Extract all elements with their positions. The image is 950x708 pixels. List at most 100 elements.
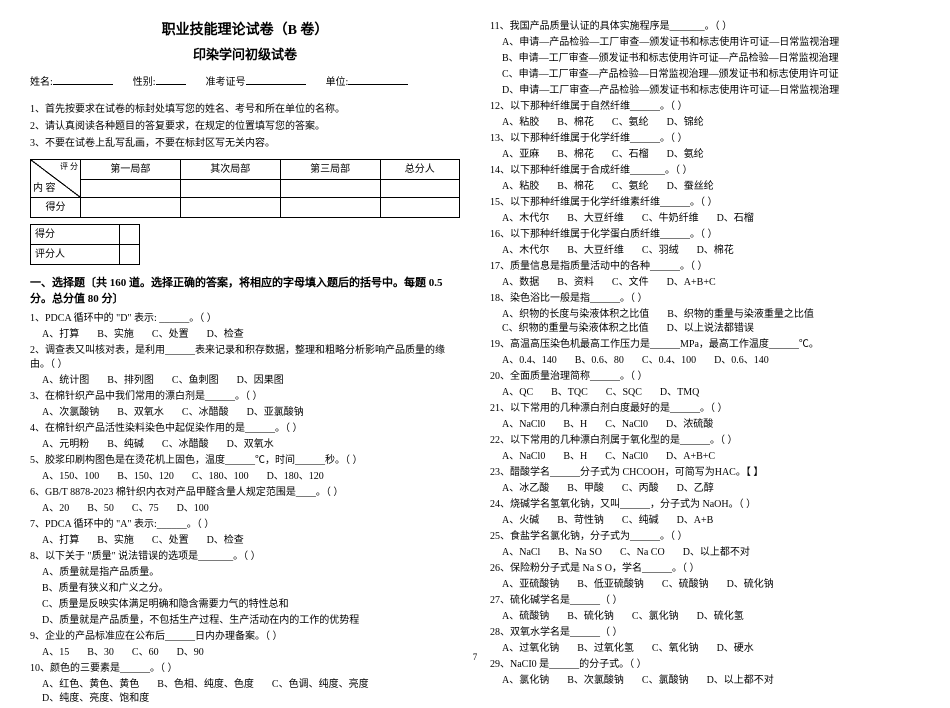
option: B、棉花 [557,180,594,194]
options-row: A、红色、黄色、黄色B、色相、纯度、色度C、色调、纯度、亮度D、纯度、亮度、饱和… [30,678,460,706]
option: B、H [563,450,587,464]
option: C、氧化钠 [652,642,699,656]
option: D、纯度、亮度、饱和度 [42,692,149,706]
option: B、低亚硫酸钠 [577,578,644,592]
option: B、申请—工厂审查—颁发证书和标志使用许可证—产品检验—日常监视治理 [490,52,920,66]
option: B、棉花 [557,116,594,130]
option: A、20 [42,502,69,516]
options-row: A、过氧化钠B、过氧化氢C、氧化钠D、硬水 [490,642,920,656]
option: C、硫酸钠 [662,578,709,592]
option: A、申请—产品检验—工厂审查—颁发证书和标志使用许可证—日常监视治理 [490,36,920,50]
options-row: A、硫酸钠B、硫化钠C、氯化钠D、硫化氢 [490,610,920,624]
instruction-2: 2、请认真阅读各种题目的答复要求，在规定的位置填写您的答案。 [30,119,460,134]
options-row: A、亚硫酸钠B、低亚硫酸钠C、硫酸钠D、硫化钠 [490,578,920,592]
option: B、大豆纤维 [567,244,624,258]
option: B、H [563,418,587,432]
options-row: A、冰乙酸B、甲酸C、丙酸D、乙醇 [490,482,920,496]
small-grader: 评分人 [31,244,120,264]
question-1: 1、PDCA 循环中的 "D" 表示: ______。（ ） [30,312,460,326]
option: C、0.4、100 [642,354,696,368]
option: D、100 [177,502,209,516]
question-18: 18、染色浴比一般是指______。（ ） [490,292,920,306]
option: D、因果图 [237,374,284,388]
options-row: A、织物的长度与染液体积之比值B、织物的重量与染液重量之比值C、织物的重量与染液… [490,308,920,336]
question-5: 5、胶浆印刷构图色是在烫花机上固色，温度______℃，时间______秒。（ … [30,454,460,468]
option: B、双氧水 [117,406,164,420]
options-row: A、150、100B、150、120C、180、100D、180、120 [30,470,460,484]
option: C、织物的重量与染液体积之比值 [502,322,649,336]
option: D、TMQ [660,386,699,400]
option: B、过氧化氢 [577,642,634,656]
option: A、红色、黄色、黄色 [42,678,139,692]
option: C、60 [132,646,159,660]
option: D、90 [177,646,204,660]
meta-row: 姓名: 性别: 准考证号 单位: [30,75,460,90]
options-row: A、打算B、实施C、处置D、检查 [30,534,460,548]
option: C、NaCl0 [605,450,648,464]
option: C、羽绒 [642,244,679,258]
page-number: 7 [473,651,478,665]
option: C、氨纶 [612,116,649,130]
option: C、NaCl0 [605,418,648,432]
question-15: 15、以下那种纤维属于化学纤维素纤维______。（ ） [490,196,920,210]
question-17: 17、质量信息是指质量活动中的各种______。（ ） [490,260,920,274]
question-24: 24、烧碱学名氢氧化钠，又叫______，分子式为 NaOH。（ ） [490,498,920,512]
option: A、粘胶 [502,116,539,130]
col-total: 总分人 [380,159,459,179]
option: D、质量就是产品质量，不包括生产过程、生产活动在内的工作的优势程 [30,614,460,628]
option: A、火碱 [502,514,539,528]
option: A、打算 [42,534,79,548]
option: C、石榴 [612,148,649,162]
options-row: A、NaCl0B、HC、NaCl0D、浓硫酸 [490,418,920,432]
name-label: 姓名: [30,77,53,88]
option: B、150、120 [117,470,174,484]
question-19: 19、高温高压染色机最高工作压力是______MPa，最高工作温度______℃… [490,338,920,352]
question-21: 21、以下常用的几种漂白剂白度最好的是______。（ ） [490,402,920,416]
option: A、打算 [42,328,79,342]
option: B、次氯酸钠 [567,674,624,688]
option: A、织物的长度与染液体积之比值 [502,308,649,322]
options-row: A、次氯酸钠B、双氧水C、冰醋酸D、亚氯酸钠 [30,406,460,420]
option: B、排列图 [107,374,154,388]
question-7: 7、PDCA 循环中的 "A" 表示:______。（ ） [30,518,460,532]
options-row: A、统计图B、排列图C、鱼刺图D、因果图 [30,374,460,388]
option: C、质量是反映实体满足明确和隐含需要力气的特性总和 [30,598,460,612]
option: A、15 [42,646,69,660]
option: A、次氯酸钠 [42,406,99,420]
option: C、丙酸 [622,482,659,496]
option: A、亚麻 [502,148,539,162]
option: D、蚕丝纶 [667,180,714,194]
question-22: 22、以下常用的几种漂白剂属于氧化型的是______。（ ） [490,434,920,448]
option: B、资料 [557,276,594,290]
option: A、0.4、140 [502,354,557,368]
option: D、申请—工厂审查—产品检验—颁发证书和标志使用许可证—日常监视治理 [490,84,920,98]
option: D、A+B+C [667,276,716,290]
option: B、纯碱 [107,438,144,452]
col-part3: 第三局部 [280,159,380,179]
option: A、硫酸钠 [502,610,549,624]
option: A、QC [502,386,533,400]
grader-table: 得分 评分人 [30,224,140,265]
option: D、双氧水 [227,438,274,452]
option: D、乙醇 [677,482,714,496]
instructions: 1、首先按要求在试卷的标封处填写您的姓名、考号和所在单位的名称。 2、请认真阅读… [30,102,460,151]
option: C、冰醋酸 [182,406,229,420]
option: B、TQC [551,386,588,400]
options-row: A、15B、30C、60D、90 [30,646,460,660]
score-table: 评 分内 容 第一局部 其次局部 第三局部 总分人 得分 [30,159,460,218]
option: B、50 [87,502,114,516]
option: D、浓硫酸 [666,418,713,432]
options-row: A、数据B、资料C、文件D、A+B+C [490,276,920,290]
option: C、180、100 [192,470,249,484]
question-14: 14、以下那种纤维属于合成纤维_______。（ ） [490,164,920,178]
options-row: A、粘胶B、棉花C、氨纶D、锦纶 [490,116,920,130]
gender-label: 性别: [133,77,156,88]
option: B、实施 [97,534,134,548]
option: A、数据 [502,276,539,290]
option: A、元明粉 [42,438,89,452]
options-row: A、亚麻B、棉花C、石榴D、氨纶 [490,148,920,162]
question-20: 20、全面质量治理简称______。（ ） [490,370,920,384]
option: B、棉花 [557,148,594,162]
question-27: 27、硫化碱学名是______（ ） [490,594,920,608]
option: C、牛奶纤维 [642,212,699,226]
